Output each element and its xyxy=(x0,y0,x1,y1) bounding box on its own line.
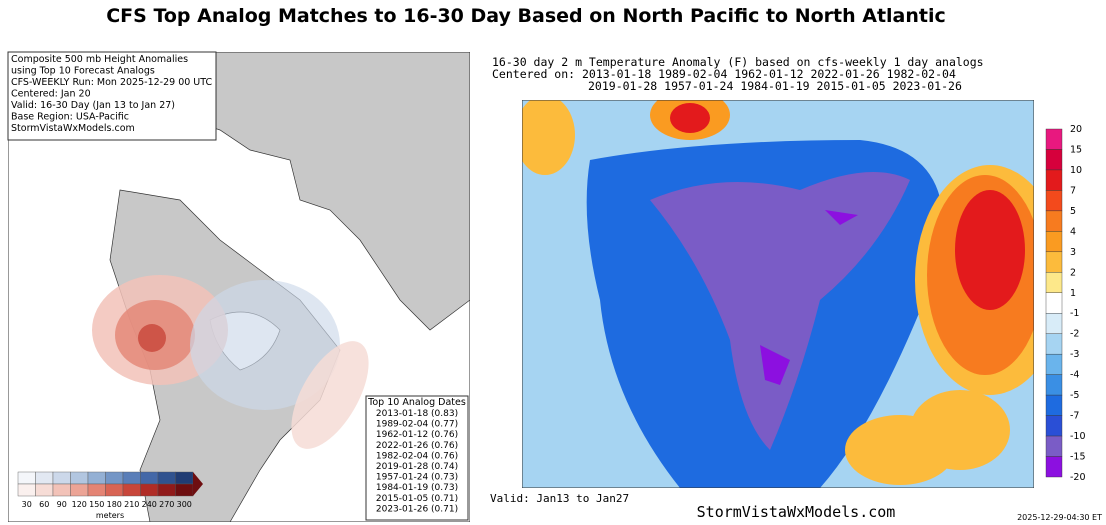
page-title: CFS Top Analog Matches to 16-30 Day Base… xyxy=(106,5,946,27)
info-line: using Top 10 Forecast Analogs xyxy=(11,66,155,77)
info-box xyxy=(7,51,217,141)
analog-date: 2023-01-26 (0.71) xyxy=(376,504,458,514)
colorbar-swatch xyxy=(105,471,124,485)
colorbar-unit: meters xyxy=(96,511,124,520)
colorbar-swatch xyxy=(1045,374,1063,396)
colorbar-swatch xyxy=(70,483,89,497)
analog-date: 2013-01-18 (0.83) xyxy=(376,409,458,419)
colorbar-swatch xyxy=(1045,435,1063,457)
colorbar-swatch xyxy=(157,483,176,497)
colorbar-swatch xyxy=(17,483,36,497)
analog-date: 1982-02-04 (0.76) xyxy=(376,451,458,461)
colorbar-swatch xyxy=(52,471,71,485)
colorbar-swatch xyxy=(175,483,194,497)
colorbar-swatch xyxy=(1045,210,1063,232)
height-map xyxy=(8,52,470,522)
colorbar-swatch xyxy=(35,471,54,485)
colorbar-swatch xyxy=(70,471,89,485)
colorbar-swatch xyxy=(17,471,36,485)
colorbar-tick-label: 60 xyxy=(39,500,49,509)
colorbar-swatch xyxy=(52,483,71,497)
colorbar-swatch xyxy=(1045,231,1063,253)
colorbar-tick-label: 3 xyxy=(1070,247,1076,258)
site-text: StormVistaWxModels.com xyxy=(697,503,896,521)
colorbar-swatch xyxy=(1045,169,1063,191)
colorbar-tick-label: 240 xyxy=(142,500,157,509)
colorbar-swatch xyxy=(35,483,54,497)
header-line: 2019-01-28 1957-01-24 1984-01-19 2015-01… xyxy=(588,79,962,93)
colorbar-swatch xyxy=(157,471,176,485)
colorbar-tick-label: 4 xyxy=(1070,226,1076,237)
temperature-map xyxy=(522,100,1034,488)
colorbar-tick-label: 20 xyxy=(1070,124,1082,135)
info-line: Base Region: USA-Pacific xyxy=(11,112,129,123)
analog-date: 2015-01-05 (0.71) xyxy=(376,494,458,504)
colorbar-tick-label: 2 xyxy=(1070,267,1076,278)
analog-date: 2019-01-28 (0.74) xyxy=(376,462,458,472)
colorbar-tick-label: -7 xyxy=(1070,411,1079,422)
colorbar-swatch xyxy=(140,483,159,497)
analog-box-title: Top 10 Analog Dates xyxy=(367,397,466,408)
colorbar-swatch xyxy=(140,471,159,485)
colorbar-swatch xyxy=(1045,128,1063,150)
analog-date: 1957-01-24 (0.73) xyxy=(376,473,458,483)
info-line: CFS-WEEKLY Run: Mon 2025-12-29 00 UTC xyxy=(11,77,213,88)
colorbar-tick-label: 270 xyxy=(159,500,174,509)
info-line: Composite 500 mb Height Anomalies xyxy=(11,54,188,65)
info-line: StormVistaWxModels.com xyxy=(11,123,135,134)
colorbar-swatch xyxy=(122,483,141,497)
colorbar-swatch xyxy=(1045,313,1063,334)
timestamp: 2025-12-29-04:30 ET xyxy=(1017,513,1102,522)
colorbar-swatch xyxy=(1045,251,1063,273)
colorbar-tick-label: 120 xyxy=(72,500,87,509)
colorbar-tick-label: 1 xyxy=(1070,288,1076,299)
colorbar-tick-label: -10 xyxy=(1070,431,1086,442)
analog-box xyxy=(365,395,469,521)
colorbar-swatch xyxy=(122,471,141,485)
colorbar-swatch xyxy=(1045,353,1063,375)
colorbar-tick-label: 90 xyxy=(57,500,67,509)
colorbar-swatch xyxy=(1045,149,1063,171)
header-line: 16-30 day 2 m Temperature Anomaly (F) ba… xyxy=(492,55,984,69)
colorbar-tick-label: 30 xyxy=(22,500,32,509)
colorbar-swatch xyxy=(175,471,194,485)
colorbar-swatch xyxy=(1045,190,1063,212)
colorbar-tick-label: -15 xyxy=(1070,452,1086,463)
colorbar-swatch xyxy=(1045,272,1063,293)
colorbar-swatch xyxy=(87,483,106,497)
info-line: Centered: Jan 20 xyxy=(11,89,91,100)
colorbar-tick-label: 7 xyxy=(1070,185,1076,196)
colorbar-tick-label: -4 xyxy=(1070,370,1079,381)
colorbar-tick-label: 300 xyxy=(177,500,192,509)
colorbar-swatch xyxy=(87,471,106,485)
colorbar-swatch xyxy=(105,483,124,497)
colorbar-tick-label: -5 xyxy=(1070,390,1079,401)
colorbar-swatch xyxy=(1045,456,1063,478)
colorbar-swatch xyxy=(1045,415,1063,437)
info-line: Valid: 16-30 Day (Jan 13 to Jan 27) xyxy=(11,100,175,111)
analog-date: 1984-01-19 (0.73) xyxy=(376,483,458,493)
analog-date: 1962-01-12 (0.76) xyxy=(376,430,458,440)
colorbar-tick-label: 10 xyxy=(1070,165,1082,176)
header-line: Centered on: 2013-01-18 1989-02-04 1962-… xyxy=(492,67,956,81)
colorbar-tick-label: 150 xyxy=(89,500,104,509)
colorbar-tick-label: -2 xyxy=(1070,329,1079,340)
colorbar-arrow xyxy=(193,472,203,496)
valid-text: Valid: Jan13 to Jan27 xyxy=(490,492,629,505)
colorbar-tick-label: 5 xyxy=(1070,206,1076,217)
analog-date: 2022-01-26 (0.76) xyxy=(376,441,458,451)
colorbar-tick-label: -1 xyxy=(1070,308,1079,319)
colorbar-tick-label: -3 xyxy=(1070,349,1079,360)
colorbar-tick-label: 180 xyxy=(107,500,122,509)
colorbar-tick-label: -20 xyxy=(1070,472,1086,483)
colorbar-swatch xyxy=(1045,333,1063,355)
colorbar-swatch xyxy=(1045,394,1063,416)
colorbar-tick-label: 210 xyxy=(124,500,139,509)
colorbar-tick-label: 15 xyxy=(1070,144,1082,155)
colorbar-swatch xyxy=(1045,292,1063,314)
analog-date: 1989-02-04 (0.77) xyxy=(376,420,458,430)
